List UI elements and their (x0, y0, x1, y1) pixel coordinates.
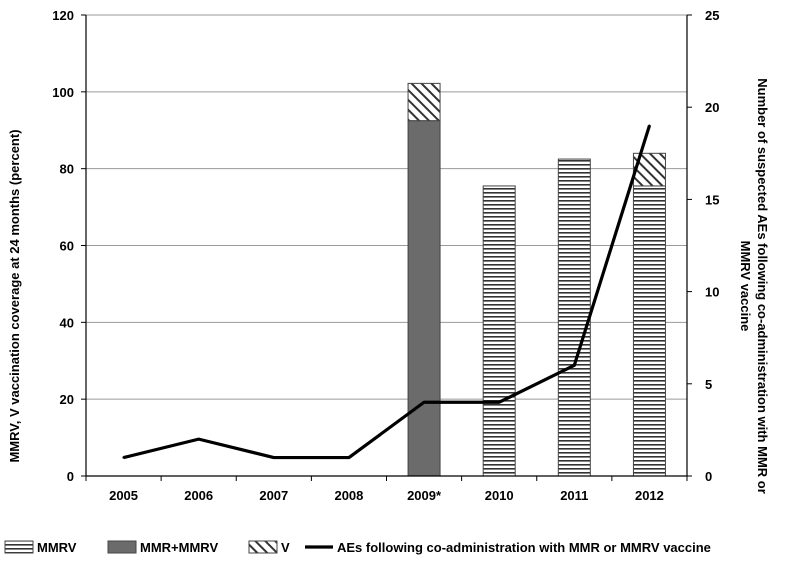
y-axis-title: MMRV, V vaccination coverage at 24 month… (7, 129, 22, 462)
bar-v-2012 (632, 152, 666, 187)
legend-label-v: V (281, 540, 290, 555)
y-tick-label-40: 40 (60, 315, 74, 330)
y-tick-label-100: 100 (52, 85, 74, 100)
y2-tick-label-15: 15 (705, 192, 719, 207)
axes (81, 14, 692, 481)
bars (407, 82, 666, 477)
y-tick-label-20: 20 (60, 392, 74, 407)
y2-tick-label-10: 10 (705, 285, 719, 300)
ae-point-2012 (648, 124, 651, 127)
ae-point-2008 (347, 456, 351, 459)
ae-point-2011 (573, 364, 576, 367)
ae-point-2005 (122, 456, 125, 459)
bar-v-2009 (407, 82, 441, 122)
y2-tick-label-0: 0 (705, 469, 712, 484)
y2-tick-label-5: 5 (705, 377, 712, 392)
ae-point-2006 (197, 437, 200, 441)
legend-swatch-mmr-mmrv (107, 540, 137, 554)
legend-label-mmr-mmrv: MMR+MMRV (140, 540, 218, 555)
y-tick-label-0: 0 (67, 469, 74, 484)
x-tick-label-2006: 2006 (184, 488, 213, 503)
axis-labels: 0 20 40 60 80 100 120 0 5 10 15 20 25 2005 2006 2007 200… (52, 8, 719, 503)
x-tick-label-2009: 2009* (407, 488, 442, 503)
y-tick-label-120: 120 (52, 8, 74, 23)
gridlines (86, 14, 687, 477)
y2-axis-title-line2: MMRV vaccine (738, 241, 753, 332)
legend-swatch-v (248, 540, 278, 554)
legend-label-ae-line: AEs following co-administration with MMR… (337, 540, 711, 555)
legend-swatch-mmrv (4, 540, 34, 554)
x-tick-label-2011: 2011 (560, 488, 588, 503)
ae-point-2009 (422, 401, 426, 404)
x-tick-label-2008: 2008 (334, 488, 363, 503)
x-tick-label-2012: 2012 (635, 488, 664, 503)
y2-tick-label-20: 20 (705, 100, 719, 115)
bar-mmr-mmrv-2009 (407, 120, 441, 477)
legend-label-mmrv: MMRV (37, 540, 77, 555)
bar-mmrv-2012 (632, 185, 666, 477)
y2-axis-title-line1: Number of suspected AEs following co-adm… (755, 78, 770, 494)
bar-mmrv-2011 (557, 158, 591, 477)
legend: MMRV MMR+MMRV V AEs following co-administra… (4, 540, 711, 555)
y-tick-label-60: 60 (60, 239, 74, 254)
ae-line (122, 124, 651, 460)
bar-mmrv-2010 (482, 185, 516, 477)
x-tick-label-2010: 2010 (485, 488, 514, 503)
y2-tick-label-25: 25 (705, 8, 719, 23)
ae-point-2010 (497, 401, 501, 404)
ae-point-2007 (272, 456, 276, 459)
ae-line-path (123, 125, 651, 460)
x-tick-label-2007: 2007 (259, 488, 288, 503)
x-tick-label-2005: 2005 (109, 488, 138, 503)
y-tick-label-80: 80 (60, 162, 74, 177)
